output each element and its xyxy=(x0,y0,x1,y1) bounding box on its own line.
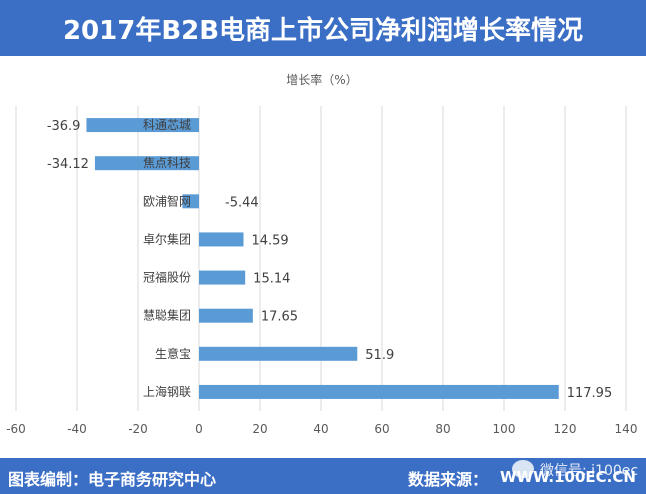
category-label: 焦点科技 xyxy=(143,156,191,170)
category-label: 科通芯城 xyxy=(143,118,191,132)
data-label: 117.95 xyxy=(567,386,613,401)
bar xyxy=(199,384,559,399)
x-tick-label: 80 xyxy=(435,422,450,436)
category-label: 上海钢联 xyxy=(143,384,191,399)
x-tick-label: 20 xyxy=(252,422,267,436)
title-banner: 2017年B2B电商上市公司净利润增长率情况 xyxy=(0,0,646,56)
bar xyxy=(199,232,244,247)
x-tick-label: 100 xyxy=(493,422,516,436)
category-label: 慧聪集团 xyxy=(143,308,191,323)
wechat-icon xyxy=(512,460,534,478)
data-label: 17.65 xyxy=(261,310,298,325)
data-label: -34.12 xyxy=(47,157,89,172)
bar xyxy=(94,156,199,171)
category-label: 卓尔集团 xyxy=(143,231,191,246)
x-tick-label: 60 xyxy=(374,422,389,436)
x-tick-label: -40 xyxy=(67,422,87,436)
x-tick-label: 0 xyxy=(195,422,203,436)
x-tick-label: 120 xyxy=(554,422,577,436)
footer-site: WWW.100EC.CN xyxy=(500,468,636,486)
category-label: 欧浦智网 xyxy=(143,193,191,208)
page-title: 2017年B2B电商上市公司净利润增长率情况 xyxy=(62,15,584,46)
data-label: 14.59 xyxy=(251,233,288,248)
bar xyxy=(86,118,199,133)
data-label: 15.14 xyxy=(253,272,290,287)
data-label: -36.9 xyxy=(47,119,81,134)
x-tick-label: -20 xyxy=(128,422,148,436)
chart-title: 增长率（%） xyxy=(286,72,357,87)
x-tick-label: -60 xyxy=(6,422,26,436)
footer-watermark: 微信号: i100ec xyxy=(540,463,639,479)
bar xyxy=(199,308,253,323)
footer-banner: 图表编制：电子商务研究中心 数据来源： 微信号: i100ec WWW.100E… xyxy=(0,458,646,494)
chart-area: 增长率（%） -60 -40 -20 0 20 40 60 80 100 120 140 科通芯城 -36… xyxy=(0,56,646,458)
category-label: 冠福股份 xyxy=(143,270,191,285)
bar xyxy=(182,194,199,209)
data-label: 51.9 xyxy=(365,348,394,363)
x-tick-label: 40 xyxy=(313,422,328,436)
bar-chart: 增长率（%） -60 -40 -20 0 20 40 60 80 100 120 140 科通芯城 -36… xyxy=(6,72,638,436)
footer-source-label: 数据来源： xyxy=(408,470,489,489)
bar xyxy=(199,270,246,285)
category-label: 生意宝 xyxy=(155,346,191,361)
bar xyxy=(199,346,358,361)
data-label: -5.44 xyxy=(225,195,259,210)
footer-compiler: 图表编制：电子商务研究中心 xyxy=(8,470,217,489)
x-tick-label: 140 xyxy=(615,422,638,436)
